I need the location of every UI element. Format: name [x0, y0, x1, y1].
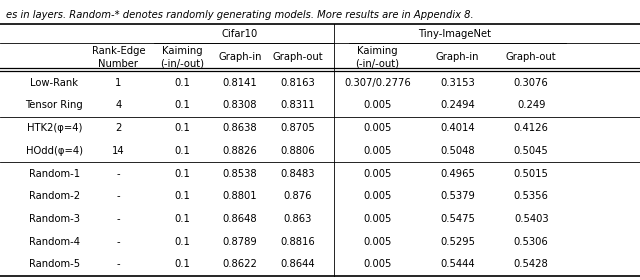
Text: Random-3: Random-3	[29, 214, 80, 224]
Text: Random-5: Random-5	[29, 260, 80, 269]
Text: 0.8826: 0.8826	[223, 146, 257, 156]
Text: 0.005: 0.005	[364, 123, 392, 133]
Text: Graph-out: Graph-out	[272, 52, 323, 62]
Text: Rank-Edge
Number: Rank-Edge Number	[92, 46, 145, 69]
Text: 0.1: 0.1	[175, 169, 190, 179]
Text: 0.8816: 0.8816	[280, 237, 315, 247]
Text: Graph-in: Graph-in	[436, 52, 479, 62]
Text: 0.5444: 0.5444	[440, 260, 475, 269]
Text: 0.1: 0.1	[175, 260, 190, 269]
Text: Tensor Ring: Tensor Ring	[26, 101, 83, 111]
Text: 0.8622: 0.8622	[223, 260, 257, 269]
Text: 0.863: 0.863	[284, 214, 312, 224]
Text: 0.8163: 0.8163	[280, 78, 315, 88]
Text: -: -	[116, 169, 120, 179]
Text: 0.8789: 0.8789	[223, 237, 257, 247]
Text: 0.4965: 0.4965	[440, 169, 475, 179]
Text: 0.1: 0.1	[175, 191, 190, 201]
Text: 0.307/0.2776: 0.307/0.2776	[344, 78, 411, 88]
Text: 0.5379: 0.5379	[440, 191, 475, 201]
Text: 0.4126: 0.4126	[514, 123, 548, 133]
Text: 0.5015: 0.5015	[514, 169, 548, 179]
Text: 0.1: 0.1	[175, 78, 190, 88]
Text: 0.1: 0.1	[175, 237, 190, 247]
Text: 0.8648: 0.8648	[223, 214, 257, 224]
Text: 0.8801: 0.8801	[223, 191, 257, 201]
Text: 0.1: 0.1	[175, 123, 190, 133]
Text: Random-2: Random-2	[29, 191, 80, 201]
Text: 0.005: 0.005	[364, 260, 392, 269]
Text: 0.249: 0.249	[517, 101, 545, 111]
Text: 0.876: 0.876	[284, 191, 312, 201]
Text: 0.005: 0.005	[364, 214, 392, 224]
Text: -: -	[116, 260, 120, 269]
Text: 0.5048: 0.5048	[440, 146, 475, 156]
Text: 2: 2	[115, 123, 122, 133]
Text: 0.1: 0.1	[175, 101, 190, 111]
Text: 0.005: 0.005	[364, 191, 392, 201]
Text: 0.8705: 0.8705	[280, 123, 315, 133]
Text: Kaiming
(-in/-out): Kaiming (-in/-out)	[161, 46, 204, 69]
Text: 0.005: 0.005	[364, 101, 392, 111]
Text: -: -	[116, 214, 120, 224]
Text: Tiny-ImageNet: Tiny-ImageNet	[418, 29, 491, 39]
Text: 0.5295: 0.5295	[440, 237, 475, 247]
Text: 0.1: 0.1	[175, 146, 190, 156]
Text: 0.8644: 0.8644	[280, 260, 315, 269]
Text: 0.8483: 0.8483	[280, 169, 315, 179]
Text: Graph-out: Graph-out	[506, 52, 557, 62]
Text: HOdd(φ=4): HOdd(φ=4)	[26, 146, 83, 156]
Text: Kaiming
(-in/-out): Kaiming (-in/-out)	[356, 46, 399, 69]
Text: Low-Rank: Low-Rank	[31, 78, 79, 88]
Text: 0.3076: 0.3076	[514, 78, 548, 88]
Text: 0.5403: 0.5403	[514, 214, 548, 224]
Text: 0.005: 0.005	[364, 237, 392, 247]
Text: 14: 14	[112, 146, 125, 156]
Text: 0.5045: 0.5045	[514, 146, 548, 156]
Text: es in layers. Random-* denotes randomly generating models. More results are in A: es in layers. Random-* denotes randomly …	[6, 10, 474, 20]
Text: 0.4014: 0.4014	[440, 123, 475, 133]
Text: 0.5475: 0.5475	[440, 214, 475, 224]
Text: 1: 1	[115, 78, 122, 88]
Text: 0.8806: 0.8806	[280, 146, 315, 156]
Text: 0.5306: 0.5306	[514, 237, 548, 247]
Text: 0.8308: 0.8308	[223, 101, 257, 111]
Text: Graph-in: Graph-in	[218, 52, 262, 62]
Text: -: -	[116, 237, 120, 247]
Text: 0.005: 0.005	[364, 169, 392, 179]
Text: 0.2494: 0.2494	[440, 101, 475, 111]
Text: 0.3153: 0.3153	[440, 78, 475, 88]
Text: -: -	[116, 191, 120, 201]
Text: 0.8638: 0.8638	[223, 123, 257, 133]
Text: Random-1: Random-1	[29, 169, 80, 179]
Text: 0.1: 0.1	[175, 214, 190, 224]
Text: HTK2(φ=4): HTK2(φ=4)	[27, 123, 82, 133]
Text: 0.8538: 0.8538	[223, 169, 257, 179]
Text: 0.5356: 0.5356	[514, 191, 548, 201]
Text: 0.8141: 0.8141	[223, 78, 257, 88]
Text: Random-4: Random-4	[29, 237, 80, 247]
Text: 0.8311: 0.8311	[280, 101, 315, 111]
Text: 0.5428: 0.5428	[514, 260, 548, 269]
Text: 4: 4	[115, 101, 122, 111]
Text: 0.005: 0.005	[364, 146, 392, 156]
Text: Cifar10: Cifar10	[222, 29, 258, 39]
